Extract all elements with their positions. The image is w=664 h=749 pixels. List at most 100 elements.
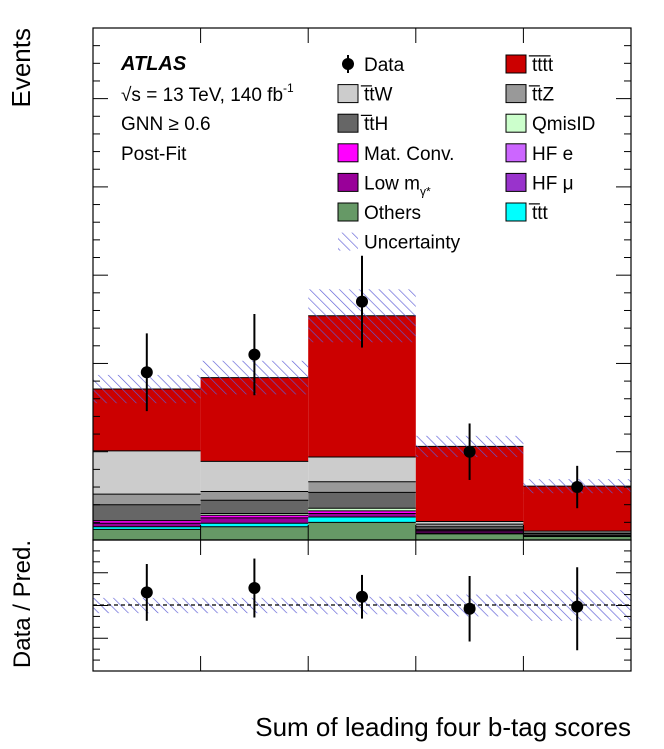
main-y-axis [93,27,631,541]
legend-label-text: t̅tW [360,85,392,106]
stack-segment-ttw [415,521,524,525]
stack-segment-tth [415,526,524,530]
selection-label: GNN ≥ 0.6 [121,114,211,135]
stack-segment-others [523,536,631,540]
stack-segment-low-m-gamma- [93,523,201,527]
stack-segment-low-m-gamma- [200,517,309,524]
legend-swatch [505,143,527,163]
stack-segment-ttw [93,450,201,495]
stack-segment-ttw [523,531,631,533]
legend-swatch [337,84,359,104]
legend-label: t̅tH [360,114,388,135]
legend-label-text: Mat. Conv. [364,144,454,165]
legend-label-text: QmisID [532,114,595,135]
main-y-label: Events [6,28,36,108]
stack-segment-ttz [308,481,416,493]
experiment-label: ATLAS [120,53,187,75]
annotations: ATLAS √s = 13 TeV, 140 fb-1 GNN ≥ 0.6 Po… [120,53,294,165]
stack-segment-tth [523,533,631,536]
stack-segment-qmisid [200,513,309,516]
legend-swatch [337,113,359,133]
legend-label: Low mγ* [364,173,431,198]
main-x-ticks [92,28,632,540]
ratio-panel: Data / Pred. [9,539,632,672]
lumi-exponent: -1 [283,81,294,95]
stack-segment-qmisid [308,508,416,511]
legend-label: Others [364,203,421,224]
legend-swatch [505,202,527,222]
stack-segment-ttt [93,526,201,530]
stack-segment-ttt [308,517,416,523]
data-point [248,348,261,361]
stack-segment-ttw [200,461,309,492]
stack-segment-tth [200,500,309,514]
legend-label: HF e [532,144,573,165]
stack-segment-others [200,526,309,540]
stack-segment-mat-conv- [200,515,309,518]
main-panel: Events [6,27,632,541]
stacked-bars [93,315,631,540]
legend-label-text: HF e [532,144,573,165]
data-points [140,255,584,509]
stack-segment-tth [93,504,201,521]
legend-label-text: t̅tH [360,114,388,135]
legend-label: Uncertainty [364,233,461,254]
stack-segment-ttz [93,494,201,505]
legend-label: t̅tt [528,203,548,224]
legend-hatch-swatch [338,232,358,251]
stack-segment-ttz [415,524,524,527]
stack-segment-mat-conv- [308,510,416,514]
data-point [571,481,584,494]
legend-label-text: t̅tt [528,203,548,224]
stack-segment-others [415,533,524,540]
ratio-points [140,558,584,651]
energy-lumi-label: √s = 13 TeV, 140 fb-1 [121,81,294,106]
legend-label-text: t̅tZ [528,85,554,106]
stack-outlines [93,315,631,537]
legend-swatch [505,84,527,104]
legend-label-subscript: γ* [420,184,431,198]
ratio-point [571,600,584,613]
stack-segment-ttt [200,523,309,527]
legend: Data t̅tW t̅tH Mat. Conv. Low mγ* Others Uncer… [337,54,595,254]
legend-swatch [505,54,527,74]
legend-data-marker [342,58,354,70]
ratio-x-axis [92,540,632,671]
legend-label-text: Data [364,55,405,76]
legend-label: t̅tZ [528,85,554,106]
legend-label-text: HF μ [532,173,574,194]
fit-label: Post-Fit [121,144,187,165]
legend-label: t̅tW [360,85,392,106]
ratio-point [248,582,261,595]
stack-segment-low-m-gamma- [308,513,416,518]
legend-swatch [337,202,359,222]
legend-label: Mat. Conv. [364,144,454,165]
legend-label-text: Uncertainty [364,233,461,254]
legend-label: t̅tt̅t [528,55,553,76]
stack-segment-low-m-gamma- [415,531,524,533]
data-point [140,366,153,379]
stack-segment-ttw [308,457,416,482]
ratio-point [356,590,368,603]
stack-segment-tth [308,492,416,509]
legend-label: HF μ [532,173,574,194]
ratio-point [140,586,153,599]
legend-label: QmisID [532,114,595,135]
legend-swatch [505,113,527,133]
legend-swatch [337,143,359,163]
legend-label-text: Low m [364,173,420,194]
legend-swatch [337,172,359,192]
stack-segment-others [308,522,416,540]
ratio-point [463,602,476,615]
ratio-y-label: Data / Pred. [9,540,36,668]
x-axis-label: Sum of leading four b-tag scores [255,712,631,742]
ratio-y-axis [93,539,631,672]
legend-label-text: Others [364,203,421,224]
stack-segment-mat-conv- [93,520,201,524]
stack-segment-ttz [200,491,309,501]
legend-label: Data [364,55,405,76]
data-point [463,445,476,458]
legend-label-text: t̅tt̅t [528,55,553,76]
data-point [356,295,368,308]
